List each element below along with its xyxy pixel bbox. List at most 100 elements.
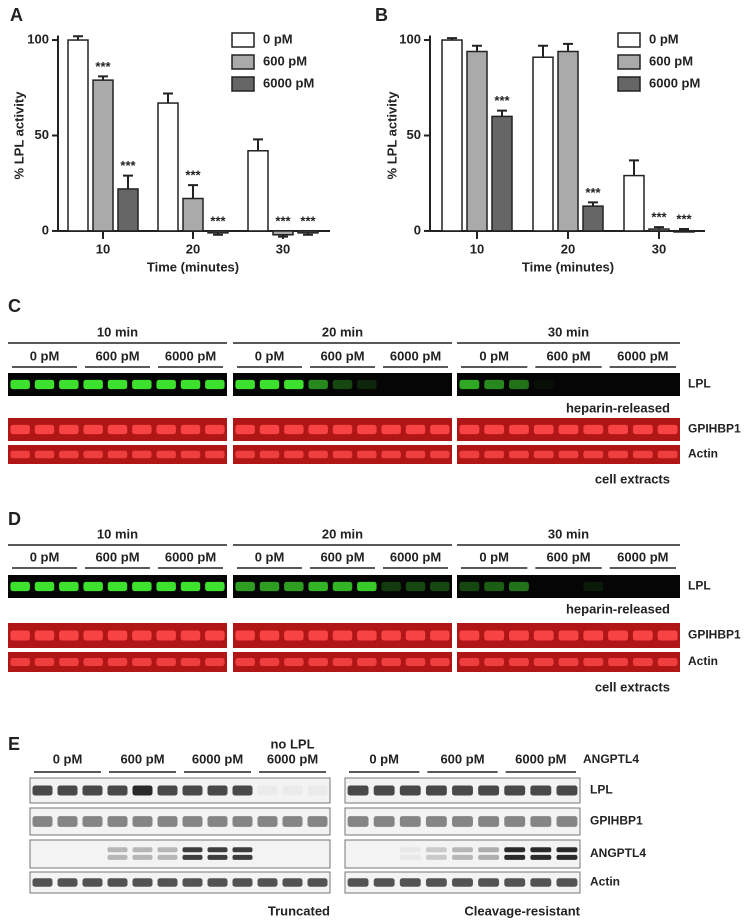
- band: [180, 379, 201, 390]
- bar: [92, 79, 114, 232]
- band: [459, 658, 480, 666]
- band: [235, 581, 255, 592]
- band: [259, 581, 280, 592]
- significance-label: ***: [676, 211, 692, 226]
- band: [59, 424, 79, 435]
- error-bar: [253, 138, 263, 151]
- time-header: 10 min: [97, 526, 138, 541]
- lane-label: 6000 pM: [515, 751, 566, 766]
- lane-label: 6000 pM: [390, 549, 441, 564]
- band: [157, 785, 178, 796]
- x-axis-label: Time (minutes): [522, 259, 614, 274]
- legend-label: 6000 pM: [263, 75, 314, 90]
- band: [259, 379, 280, 390]
- band: [82, 878, 103, 887]
- band: [357, 450, 377, 459]
- lane-label: 0 pM: [30, 348, 60, 363]
- band: [608, 424, 628, 435]
- band: [182, 878, 203, 887]
- significance-label: ***: [95, 59, 111, 74]
- band: [308, 581, 328, 592]
- band: [478, 816, 500, 827]
- band: [632, 630, 653, 641]
- band: [509, 450, 529, 459]
- row-label: Actin: [688, 447, 718, 461]
- lane-label: 0 pM: [479, 348, 509, 363]
- bar: [247, 150, 269, 232]
- band: [232, 816, 253, 827]
- band: [235, 424, 255, 435]
- bar: [673, 230, 695, 233]
- band: [205, 581, 225, 592]
- band: [107, 785, 128, 796]
- band: [156, 379, 176, 390]
- lane-label: 600 pM: [95, 549, 139, 564]
- band: [332, 658, 353, 666]
- band: [207, 785, 228, 796]
- band: [232, 854, 253, 860]
- lane-note: no LPL: [270, 736, 314, 751]
- legend-swatch: [617, 54, 641, 70]
- band: [132, 450, 152, 459]
- bar: [623, 174, 645, 232]
- row-label: Actin: [688, 654, 718, 668]
- panel-label: C: [8, 296, 21, 316]
- band: [332, 424, 353, 435]
- lane-label: 6000 pM: [617, 348, 668, 363]
- row-label: GPIHBP1: [688, 422, 741, 436]
- band: [347, 816, 369, 827]
- band: [452, 854, 473, 860]
- legend-label: 6000 pM: [649, 75, 700, 90]
- band: [257, 785, 278, 796]
- band: [484, 424, 505, 435]
- band: [107, 450, 128, 459]
- band: [235, 379, 255, 390]
- time-header: 20 min: [322, 324, 363, 339]
- band: [381, 581, 401, 592]
- band: [583, 450, 604, 459]
- lane-label: 0 pM: [369, 751, 399, 766]
- band: [180, 581, 201, 592]
- x-tick-label: 10: [96, 241, 110, 256]
- band: [59, 450, 79, 459]
- band: [83, 379, 103, 390]
- band: [82, 785, 103, 796]
- band: [504, 816, 526, 827]
- bar: [491, 115, 513, 232]
- band: [583, 630, 604, 641]
- bar: [117, 188, 139, 232]
- band: [657, 658, 678, 666]
- band: [632, 450, 653, 459]
- band: [381, 424, 401, 435]
- band: [59, 658, 79, 666]
- band: [156, 581, 176, 592]
- x-tick-label: 10: [470, 241, 484, 256]
- band: [373, 785, 395, 796]
- band: [452, 878, 473, 887]
- band: [347, 878, 369, 887]
- blot-strip: [457, 373, 680, 396]
- band: [373, 816, 395, 827]
- lane-label: 0 pM: [30, 549, 60, 564]
- band: [205, 450, 225, 459]
- lane-label: 6000 pM: [267, 751, 318, 766]
- band: [307, 816, 328, 827]
- band: [10, 658, 30, 666]
- band: [232, 847, 253, 853]
- significance-label: ***: [210, 213, 226, 228]
- band: [430, 450, 450, 459]
- band: [399, 847, 421, 853]
- band: [182, 847, 203, 853]
- band: [180, 630, 201, 641]
- band: [232, 878, 253, 887]
- lane-label: 0 pM: [479, 549, 509, 564]
- band: [132, 630, 152, 641]
- band: [235, 630, 255, 641]
- band: [107, 854, 128, 860]
- band: [608, 630, 628, 641]
- band: [308, 658, 328, 666]
- lane-label: 6000 pM: [165, 549, 216, 564]
- band: [509, 379, 529, 390]
- error-bar: [472, 44, 482, 52]
